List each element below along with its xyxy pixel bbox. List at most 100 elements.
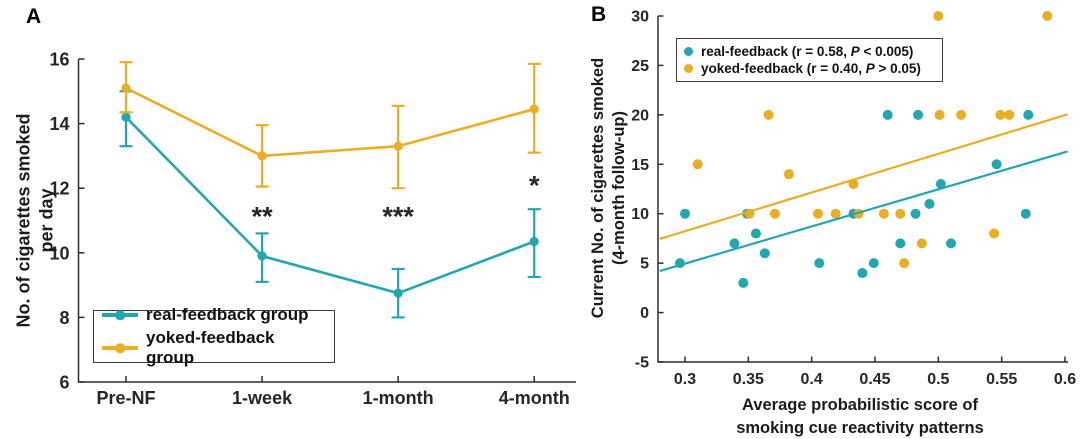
- legend-item: real-feedback group: [102, 305, 326, 325]
- panel-b-label: B: [591, 3, 607, 26]
- data-point: [393, 141, 403, 151]
- panel-a-y-axis-title-line2: per day: [36, 188, 56, 253]
- legend-item-label-italic: P: [850, 44, 860, 59]
- legend-item: real-feedback (r = 0.58, P < 0.005): [684, 44, 935, 59]
- series-line: [125, 86, 535, 158]
- scatter-point: [933, 11, 944, 21]
- panel-a-y-tick-label: 14: [49, 114, 69, 134]
- scatter-point: [868, 258, 879, 269]
- panel-b-y-tick-label: 30: [631, 9, 649, 26]
- scatter-point: [763, 109, 774, 120]
- scatter-point: [783, 169, 794, 180]
- panel-b-y-tick-label: -5: [635, 355, 649, 372]
- scatter-point: [759, 248, 770, 259]
- panel-a-y-axis-title-line1: No. of cigarettes smoked: [13, 113, 34, 328]
- scatter-point: [814, 258, 825, 269]
- scatter-point: [899, 258, 910, 269]
- legend-line-marker: [102, 343, 138, 353]
- scatter-point: [910, 208, 921, 219]
- legend-line-marker: [102, 310, 138, 320]
- significance-stars: **: [252, 201, 274, 231]
- panel-a-series-yoked: [119, 61, 541, 190]
- legend-dot-icon: [115, 310, 125, 320]
- scatter-point: [924, 198, 935, 209]
- scatter-point: [1023, 109, 1034, 120]
- scatter-point: [680, 208, 690, 219]
- panel-b-x-tick-label: 0.6: [1054, 371, 1076, 388]
- scatter-point: [750, 228, 761, 239]
- scatter-point: [1004, 109, 1015, 120]
- panel-b-series-real: [674, 109, 1034, 288]
- scatter-point: [830, 208, 841, 219]
- legend-dot-icon: [684, 47, 693, 56]
- scatter-point: [934, 109, 945, 120]
- panel-b: -5 0 5 10 15 20 25 30 0.3 0.35 0.4 0.45 0.5 0.55 0.6: [631, 9, 1076, 389]
- scatter-point: [1042, 11, 1053, 21]
- data-point: [529, 104, 539, 114]
- legend-item-label-italic: P: [865, 61, 875, 76]
- panel-b-x-tick-label: 0.3: [674, 371, 696, 388]
- legend-dot-icon: [684, 64, 693, 73]
- scatter-point: [729, 238, 740, 249]
- panel-b-y-tick-label: 20: [631, 107, 649, 124]
- scatter-point: [857, 268, 868, 279]
- legend-item-label: real-feedback group: [146, 305, 309, 324]
- panel-b-y-axis-title-line1: Current No. of cigarettes smoked: [589, 57, 607, 319]
- significance-stars: ***: [382, 201, 414, 231]
- data-point: [257, 151, 267, 161]
- scatter-point: [738, 277, 749, 288]
- panel-b-y-tick-label: 5: [640, 256, 649, 273]
- panel-a-x-tick-label: 4-month: [499, 388, 570, 408]
- scatter-point: [991, 159, 1002, 170]
- data-point: [393, 288, 403, 298]
- panel-b-x-tick-label: 0.45: [859, 371, 890, 388]
- data-point: [257, 251, 267, 261]
- trend-line-yoked: [659, 113, 1068, 240]
- panel-b-y-tick-label: 10: [631, 206, 649, 223]
- panel-b-legend: real-feedback (r = 0.58, P < 0.005) yoked…: [676, 38, 943, 82]
- legend-item: yoked-feedback group: [102, 328, 326, 368]
- legend-item: yoked-feedback (r = 0.40, P > 0.05): [684, 61, 935, 76]
- panel-a-y-tick-label: 8: [59, 308, 69, 328]
- panel-b-y-tick-label: 15: [631, 157, 649, 174]
- panel-b-x-tick-label: 0.55: [986, 371, 1017, 388]
- panel-a-series-real: [119, 90, 541, 319]
- panel-b-x-axis-title-line1: Average probabilistic score of: [742, 396, 978, 414]
- scatter-point: [913, 109, 924, 120]
- legend-item-label: yoked-feedback group: [146, 328, 275, 367]
- panel-b-y-tick-label: 0: [640, 305, 649, 322]
- panel-a-x-tick-label: Pre-NF: [97, 388, 156, 408]
- panel-a-y-axis-title: No. of cigarettes smoked per day: [13, 56, 58, 386]
- scatter-point: [995, 109, 1006, 120]
- scatter-point: [946, 238, 957, 249]
- legend-item-label: real-feedback (r = 0.58, P < 0.005): [701, 44, 914, 59]
- panel-b-x-axis-title: Average probabilistic score of smoking c…: [656, 394, 1064, 439]
- panel-a-x-tick-label: 1-month: [363, 388, 434, 408]
- scatter-point: [895, 208, 906, 219]
- panel-b-x-tick-label: 0.35: [733, 371, 764, 388]
- scatter-point: [895, 238, 906, 249]
- panel-b-y-axis-title: Current No. of cigarettes smoked (4-mont…: [588, 18, 630, 358]
- data-point: [121, 112, 131, 122]
- panel-a-label: A: [26, 5, 42, 28]
- series-line: [125, 116, 535, 295]
- data-point: [529, 236, 539, 247]
- legend-item-label: yoked-feedback (r = 0.40, P > 0.05): [701, 61, 921, 76]
- data-point: [121, 83, 131, 93]
- panel-b-x-tick-label: 0.4: [801, 371, 823, 388]
- significance-stars: *: [529, 171, 540, 201]
- scatter-point: [692, 159, 703, 170]
- panel-b-x-tick-label: 0.5: [927, 371, 949, 388]
- panel-b-series-yoked: [692, 11, 1053, 269]
- panel-a-y-tick-label: 6: [59, 373, 69, 393]
- scatter-point: [989, 228, 1000, 239]
- panel-a-x-tick-label: 1-week: [232, 388, 293, 408]
- scatter-point: [935, 179, 946, 190]
- panel-b-y-tick-label: 25: [631, 58, 649, 75]
- panel-a-y-tick-label: 12: [49, 179, 69, 199]
- scatter-point: [1020, 208, 1031, 219]
- legend-dot-icon: [115, 343, 125, 353]
